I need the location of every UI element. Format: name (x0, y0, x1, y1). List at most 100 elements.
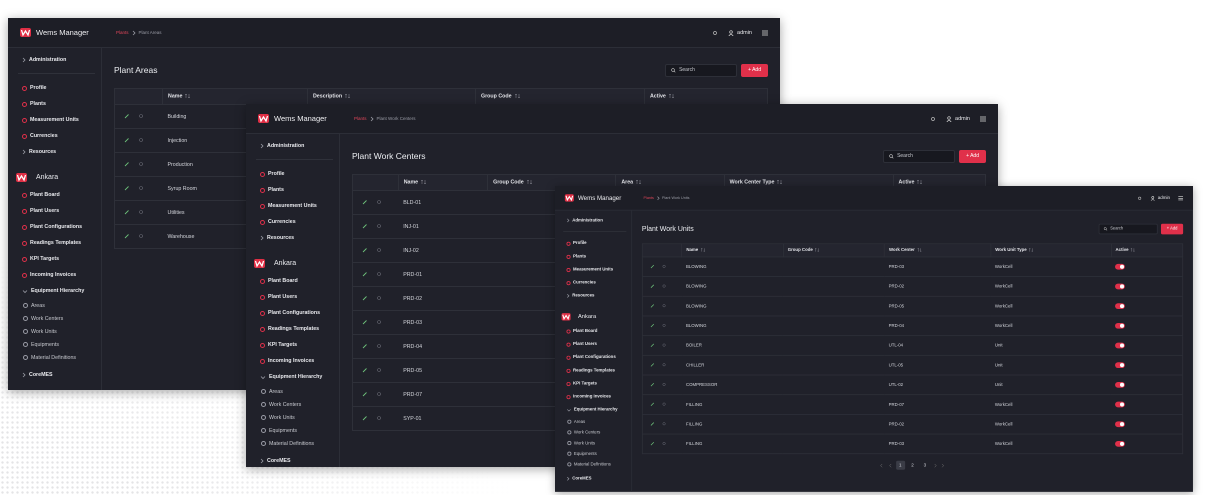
sidebar-item[interactable]: Work Centers (22, 312, 101, 325)
edit-button[interactable] (362, 271, 368, 277)
sidebar-item[interactable]: Plant Configurations (22, 219, 101, 235)
column-header[interactable]: Description (306, 88, 476, 105)
sidebar-item[interactable]: Plants (260, 182, 339, 198)
sidebar-item[interactable]: Profile (566, 237, 631, 250)
edit-button[interactable] (650, 283, 655, 288)
column-header[interactable]: Work Center (884, 243, 992, 258)
sidebar-item[interactable]: Areas (566, 416, 631, 427)
delete-button[interactable] (138, 209, 144, 215)
sidebar-item[interactable]: Equipment Hierarchy (260, 369, 339, 385)
sidebar-item[interactable]: Plant Board (22, 187, 101, 203)
edit-button[interactable] (362, 367, 368, 373)
sidebar-item[interactable]: Equipment Hierarchy (566, 403, 631, 416)
column-header[interactable]: Active (643, 88, 769, 105)
active-toggle[interactable] (1115, 342, 1125, 349)
edit-button[interactable] (650, 362, 655, 367)
edit-button[interactable] (362, 343, 368, 349)
sidebar-item[interactable]: Currencies (22, 128, 101, 144)
edit-button[interactable] (362, 415, 368, 421)
edit-button[interactable] (362, 247, 368, 253)
sidebar-item[interactable]: Plant Configurations (260, 305, 339, 321)
edit-button[interactable] (124, 185, 130, 191)
delete-button[interactable] (662, 441, 667, 446)
delete-button[interactable] (662, 382, 667, 387)
edit-button[interactable] (362, 223, 368, 229)
edit-button[interactable] (124, 113, 130, 119)
edit-button[interactable] (650, 441, 655, 446)
edit-button[interactable] (362, 319, 368, 325)
sidebar-item[interactable]: Administration (22, 52, 101, 68)
active-toggle[interactable] (1115, 381, 1125, 388)
delete-button[interactable] (376, 247, 382, 253)
delete-button[interactable] (662, 401, 667, 406)
delete-button[interactable] (376, 367, 382, 373)
delete-button[interactable] (138, 137, 144, 143)
sidebar-item[interactable]: Readings Templates (566, 364, 631, 377)
breadcrumb-item[interactable]: Plants (354, 116, 367, 121)
edit-button[interactable] (650, 263, 655, 268)
active-toggle[interactable] (1115, 401, 1125, 408)
sidebar-item[interactable]: CoreMES (22, 367, 101, 383)
column-header[interactable]: Work Unit Type (990, 243, 1112, 258)
user-menu[interactable]: admin (1150, 195, 1170, 201)
edit-button[interactable] (650, 382, 655, 387)
column-header[interactable]: Active (1110, 243, 1184, 258)
search-box[interactable]: Search (665, 63, 738, 77)
previous-page[interactable] (888, 463, 893, 468)
sidebar-item[interactable]: Incoming Invoices (566, 390, 631, 403)
sidebar-item[interactable]: Resources (566, 289, 631, 302)
add-button[interactable]: + Add (741, 63, 768, 77)
edit-button[interactable] (362, 199, 368, 205)
delete-button[interactable] (376, 271, 382, 277)
sidebar-item[interactable]: Material Definitions (260, 437, 339, 450)
edit-button[interactable] (650, 401, 655, 406)
menu-button[interactable] (762, 30, 768, 36)
delete-button[interactable] (376, 223, 382, 229)
edit-button[interactable] (124, 137, 130, 143)
edit-button[interactable] (650, 303, 655, 308)
column-header[interactable]: Name (397, 174, 489, 191)
edit-button[interactable] (124, 161, 130, 167)
column-header[interactable]: Name (162, 88, 308, 105)
delete-button[interactable] (376, 199, 382, 205)
next-page[interactable] (933, 463, 938, 468)
first-page[interactable] (879, 463, 884, 468)
delete-button[interactable] (138, 113, 144, 119)
sidebar-item[interactable]: Measurement Units (566, 263, 631, 276)
sidebar-item[interactable]: Incoming Invoices (260, 353, 339, 369)
edit-button[interactable] (362, 391, 368, 397)
sidebar-item[interactable]: KPI Targets (566, 377, 631, 390)
delete-button[interactable] (376, 391, 382, 397)
menu-button[interactable] (1178, 195, 1184, 200)
sidebar-item[interactable]: Plants (566, 250, 631, 263)
sidebar-item[interactable]: KPI Targets (22, 251, 101, 267)
delete-button[interactable] (376, 415, 382, 421)
edit-button[interactable] (650, 421, 655, 426)
sidebar-item[interactable]: Profile (260, 166, 339, 182)
delete-button[interactable] (662, 421, 667, 426)
sidebar-item[interactable]: Plant Users (566, 338, 631, 351)
theme-toggle[interactable] (930, 116, 936, 122)
delete-button[interactable] (662, 323, 667, 328)
active-toggle[interactable] (1115, 421, 1125, 428)
column-header[interactable]: Group Code (474, 88, 645, 105)
delete-button[interactable] (662, 263, 667, 268)
sidebar-item[interactable]: Plant Board (260, 273, 339, 289)
delete-button[interactable] (662, 303, 667, 308)
delete-button[interactable] (138, 233, 144, 239)
active-toggle[interactable] (1115, 362, 1125, 369)
sidebar-item[interactable]: KPI Targets (260, 337, 339, 353)
page-number[interactable]: 1 (895, 460, 905, 470)
sidebar-item[interactable]: Plant Users (260, 289, 339, 305)
active-toggle[interactable] (1115, 283, 1125, 290)
search-box[interactable]: Search (1098, 223, 1158, 234)
sidebar-item[interactable]: Equipments (566, 448, 631, 459)
add-button[interactable]: + Add (1161, 223, 1184, 234)
sidebar-item[interactable]: Areas (22, 299, 101, 312)
sidebar-item[interactable]: Areas (260, 385, 339, 398)
sidebar-item[interactable]: Readings Templates (22, 235, 101, 251)
edit-button[interactable] (362, 295, 368, 301)
user-menu[interactable]: admin (946, 116, 970, 122)
delete-button[interactable] (662, 342, 667, 347)
theme-toggle[interactable] (712, 30, 718, 36)
